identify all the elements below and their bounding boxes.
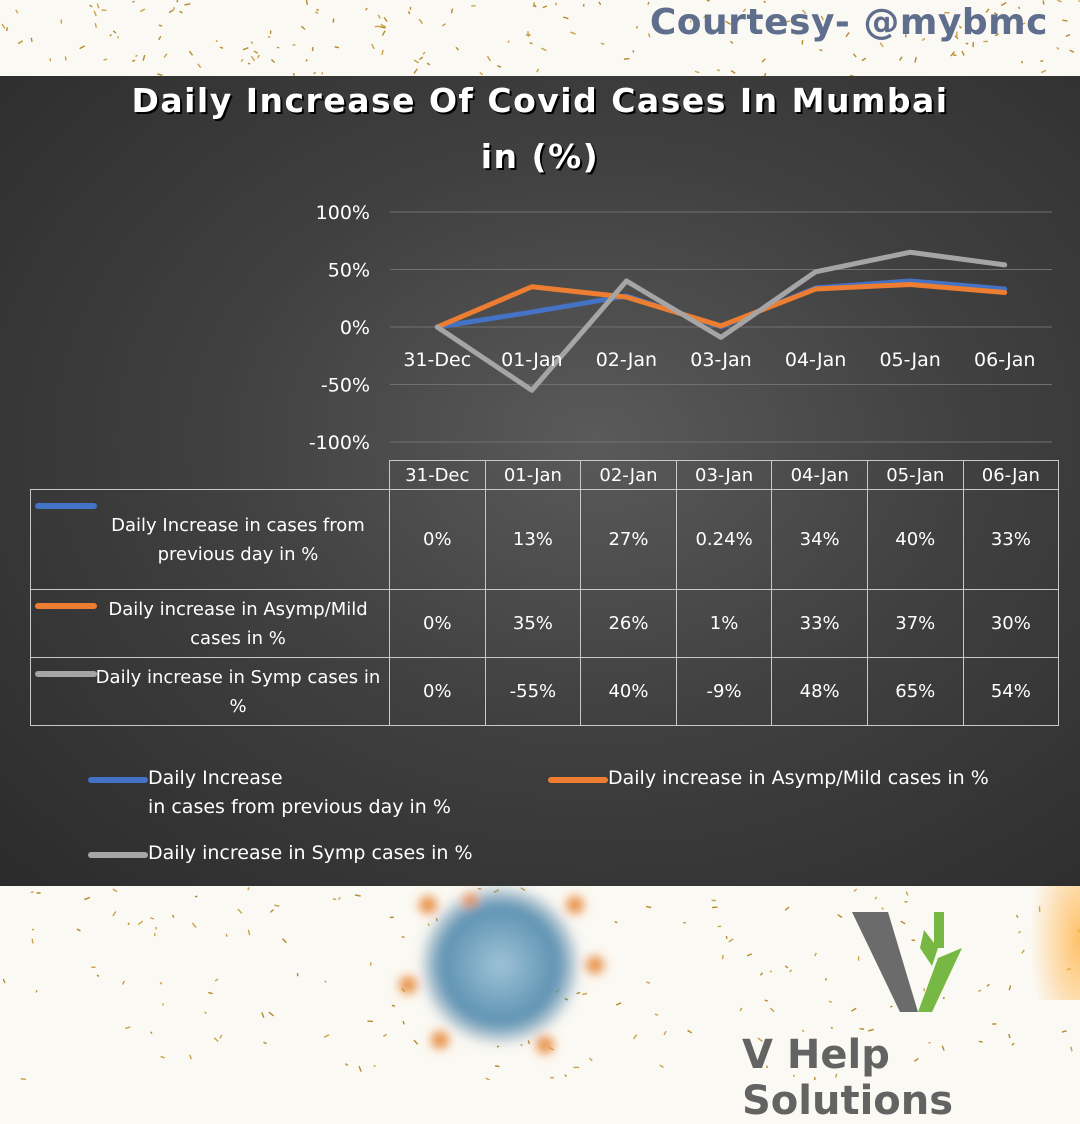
series-label-cell: Daily increase in Asymp/Mild cases in % (31, 590, 390, 658)
legend-item: Daily Increase in cases from previous da… (88, 764, 451, 822)
brand-name: V Help Solutions (742, 1032, 1080, 1124)
legend-item: Daily increase in Symp cases in % (88, 839, 473, 868)
table-header-cell: 03-Jan (676, 461, 772, 490)
table-cell: 30% (963, 590, 1059, 658)
table-cell: 27% (581, 490, 677, 590)
table-cell: 0% (390, 590, 486, 658)
y-tick-label: 100% (316, 202, 370, 224)
series-label-cell: Daily Increase in cases from previous da… (31, 490, 390, 590)
series-label-cell: Daily increase in Symp cases in % (31, 658, 390, 726)
x-tick-label: 01-Jan (501, 349, 562, 371)
table-row: Daily increase in Symp cases in %0%-55%4… (31, 658, 1059, 726)
table-header-cell: 04-Jan (772, 461, 868, 490)
legend-label: Daily increase in Asymp/Mild cases in % (548, 764, 989, 793)
x-tick-label: 02-Jan (596, 349, 657, 371)
table-cell: 1% (676, 590, 772, 658)
table-header-cell: 01-Jan (485, 461, 581, 490)
table-corner (31, 461, 390, 490)
x-tick-label: 06-Jan (974, 349, 1035, 371)
table-cell: 13% (485, 490, 581, 590)
v-help-logo (848, 908, 968, 1028)
y-tick-label: -100% (309, 432, 370, 454)
table-cell: 33% (963, 490, 1059, 590)
y-tick-label: 0% (340, 317, 370, 339)
table-cell: 35% (485, 590, 581, 658)
table-cell: 54% (963, 658, 1059, 726)
y-tick-label: 50% (328, 260, 370, 282)
legend-swatch (88, 852, 148, 858)
table-cell: -55% (485, 658, 581, 726)
table-cell: 65% (867, 658, 963, 726)
table-cell: 33% (772, 590, 868, 658)
y-tick-label: -50% (321, 375, 370, 397)
legend-swatch (88, 777, 148, 783)
table-row: Daily increase in Asymp/Mild cases in %0… (31, 590, 1059, 658)
legend-item: Daily increase in Asymp/Mild cases in % (548, 764, 989, 793)
x-tick-label: 04-Jan (785, 349, 846, 371)
table-row: Daily Increase in cases from previous da… (31, 490, 1059, 590)
series-swatch (35, 603, 97, 609)
x-tick-label: 31-Dec (403, 349, 471, 371)
series-line-2 (437, 284, 1004, 327)
table-cell: 48% (772, 658, 868, 726)
legend-label: Daily Increase in cases from previous da… (88, 764, 451, 822)
table-header-cell: 02-Jan (581, 461, 677, 490)
series-label: Daily increase in Symp cases in % (31, 661, 389, 723)
legend-swatch (548, 777, 608, 783)
table-cell: 0% (390, 658, 486, 726)
table-header-cell: 05-Jan (867, 461, 963, 490)
table-header-cell: 06-Jan (963, 461, 1059, 490)
table-cell: 0% (390, 490, 486, 590)
table-cell: -9% (676, 658, 772, 726)
series-label: Daily increase in Asymp/Mild cases in % (31, 593, 389, 655)
series-label: Daily Increase in cases from previous da… (31, 509, 389, 571)
table-cell: 26% (581, 590, 677, 658)
table-header-cell: 31-Dec (390, 461, 486, 490)
series-line-1 (437, 281, 1004, 327)
table-cell: 40% (867, 490, 963, 590)
table-cell: 34% (772, 490, 868, 590)
series-swatch (35, 503, 97, 509)
series-swatch (35, 671, 97, 677)
x-tick-label: 05-Jan (879, 349, 940, 371)
table-cell: 0.24% (676, 490, 772, 590)
table-cell: 37% (867, 590, 963, 658)
table-cell: 40% (581, 658, 677, 726)
x-tick-label: 03-Jan (690, 349, 751, 371)
